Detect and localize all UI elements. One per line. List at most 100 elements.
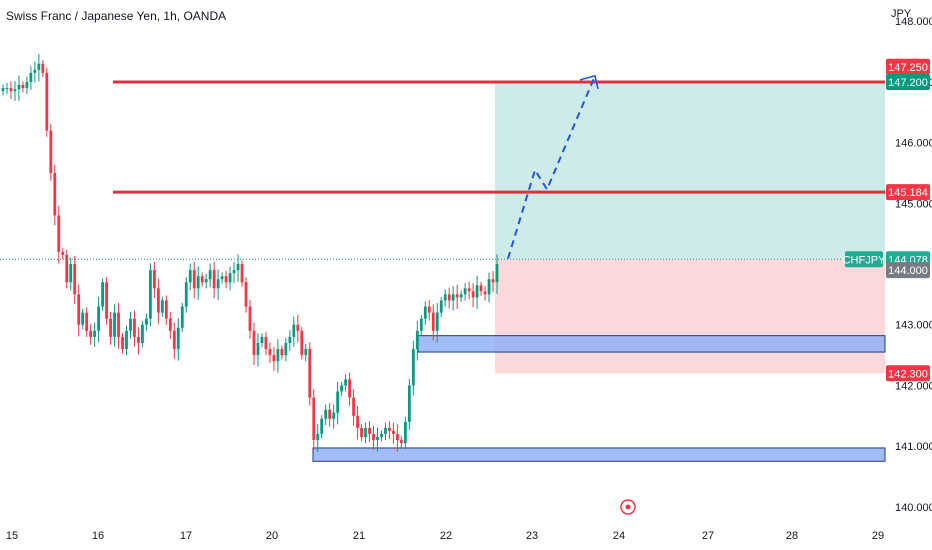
candle-body xyxy=(232,270,236,274)
candle-body xyxy=(236,264,240,271)
price-tag-label: 144.000 xyxy=(888,265,928,277)
price-tick-label: 145.000 xyxy=(895,198,932,210)
candles xyxy=(1,54,499,452)
candle-body xyxy=(396,433,399,441)
candle-body xyxy=(372,433,375,441)
candle-body xyxy=(57,215,61,252)
candle-body xyxy=(21,84,25,89)
price-tag xyxy=(886,365,930,382)
candle-body xyxy=(196,276,200,289)
demand-zone xyxy=(312,447,886,462)
overlays xyxy=(0,74,885,515)
time-axis[interactable]: 15 16 17 20 21 22 23 24 27 28 29 xyxy=(6,530,884,542)
candle-body xyxy=(419,318,423,331)
candle-body xyxy=(411,349,415,386)
candle-body xyxy=(292,324,296,337)
candle-body xyxy=(17,84,21,90)
candle-body xyxy=(208,270,212,280)
price-tick-label: 142.000 xyxy=(895,380,932,392)
candle-body xyxy=(29,72,33,82)
candle-body xyxy=(176,327,180,350)
candle-body xyxy=(435,312,439,331)
candle-body xyxy=(332,412,336,419)
candle-body xyxy=(475,285,479,298)
candle-body xyxy=(380,433,383,438)
candle-body xyxy=(1,88,5,92)
candle-body xyxy=(483,291,487,295)
candle-body xyxy=(109,318,112,337)
candle-body xyxy=(288,336,292,343)
position-zones xyxy=(312,81,886,462)
price-tag xyxy=(886,184,930,201)
candle-body xyxy=(276,349,280,362)
candle-body xyxy=(41,63,45,73)
demand-zone xyxy=(417,335,886,353)
symbol-tag xyxy=(845,251,883,268)
candle-body xyxy=(467,288,471,292)
candle-body xyxy=(188,270,192,283)
price-tick-label: 148.000 xyxy=(895,16,932,28)
candle-body xyxy=(129,318,132,331)
candle-body xyxy=(85,312,89,331)
candle-body xyxy=(328,409,332,419)
candle-body xyxy=(403,421,407,444)
candle-body xyxy=(284,342,288,356)
candle-body xyxy=(463,288,467,295)
candle-body xyxy=(348,379,351,398)
candle-body xyxy=(168,318,172,331)
candle-body xyxy=(399,440,403,444)
candle-body xyxy=(37,63,41,70)
candle-body xyxy=(141,324,144,343)
candle-body xyxy=(324,409,328,419)
candle-body xyxy=(256,342,260,356)
candle-body xyxy=(479,285,483,292)
price-tag xyxy=(886,73,930,90)
chart-title: Swiss Franc / Japanese Yen, 1h, OANDA xyxy=(6,9,227,23)
candle-body xyxy=(212,270,216,289)
time-tick-label: 17 xyxy=(180,530,192,542)
candle-body xyxy=(431,312,435,331)
candle-body xyxy=(121,336,124,350)
candle-body xyxy=(133,318,136,337)
candle-body xyxy=(407,385,411,422)
event-marker-icon xyxy=(620,499,636,515)
candle-body xyxy=(252,330,256,356)
candle-body xyxy=(360,427,363,438)
target-zone xyxy=(495,81,885,260)
time-tick-label: 24 xyxy=(613,530,625,542)
candle-body xyxy=(180,306,184,328)
candle-body xyxy=(336,391,340,413)
candle-body xyxy=(427,306,431,313)
projection-arrowhead xyxy=(579,74,599,90)
price-tick-label: 141.000 xyxy=(895,441,932,453)
candle-body xyxy=(101,282,104,307)
candle-body xyxy=(224,276,228,283)
candle-body xyxy=(443,294,447,301)
price-tag-label: 145.184 xyxy=(888,187,928,199)
candle-body xyxy=(145,318,148,325)
candle-body xyxy=(423,306,427,319)
candle-body xyxy=(320,418,324,434)
price-tick-label: 140.000 xyxy=(895,502,932,514)
candle-body xyxy=(149,270,152,319)
candle-body xyxy=(304,349,308,356)
candle-body xyxy=(368,427,371,434)
candle-body xyxy=(316,433,320,441)
candle-body xyxy=(156,288,160,313)
symbol-tag-label: CHFJPY xyxy=(843,254,886,266)
candle-body xyxy=(228,273,232,283)
candle-body xyxy=(451,294,455,301)
candle-body xyxy=(160,300,164,313)
candle-body xyxy=(137,336,140,343)
time-tick-label: 20 xyxy=(266,530,278,542)
price-tick-label: 143.000 xyxy=(895,320,932,332)
candle-body xyxy=(216,279,220,289)
candle-body xyxy=(184,282,188,307)
time-tick-label: 21 xyxy=(353,530,365,542)
candle-body xyxy=(459,294,463,298)
price-tick-label: 146.000 xyxy=(895,138,932,150)
candle-body xyxy=(340,385,344,392)
time-tick-label: 28 xyxy=(786,530,798,542)
candle-body xyxy=(45,72,49,131)
